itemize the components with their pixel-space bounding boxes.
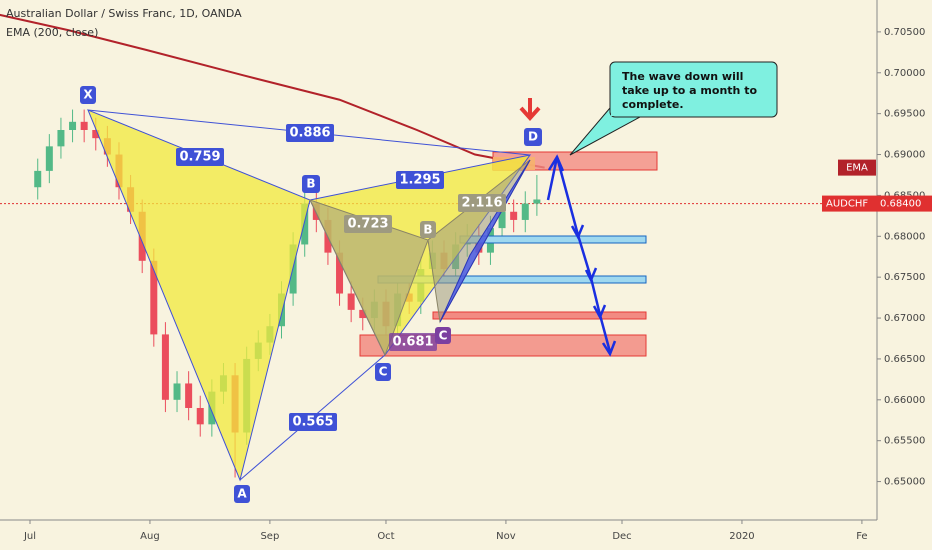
ratio-box (344, 215, 392, 233)
candle-body (533, 199, 541, 204)
ratio-box (389, 333, 437, 351)
ratio: 1.295 (399, 173, 440, 188)
point-box (375, 363, 391, 381)
ema-line (0, 13, 545, 169)
candle-body (57, 130, 65, 147)
price-axis (877, 0, 932, 550)
projection (546, 156, 612, 353)
point-box (524, 128, 542, 146)
candle-body (359, 309, 367, 319)
x-tick-label: Fe (856, 531, 867, 542)
point-labels: X A B C D B C (80, 86, 542, 503)
chart-title: Australian Dollar / Swiss Franc, 1D, OAN… (6, 7, 242, 20)
point-box (435, 327, 451, 344)
y-tick-label: 0.70000 (884, 68, 925, 79)
candle-body (173, 383, 181, 400)
y-tick-label: 0.69500 (884, 109, 925, 120)
candle-body (498, 211, 506, 229)
candle-body (80, 121, 88, 130)
indicator-label: EMA (200, close) (6, 26, 98, 39)
candle-body (347, 293, 355, 310)
candle-body (336, 252, 344, 294)
ratio-box (289, 413, 337, 431)
x-tick-label: Jul (23, 531, 36, 542)
y-tick-label: 0.67000 (884, 313, 925, 324)
point-label: A (237, 487, 247, 501)
x-tick-label: 2020 (729, 531, 754, 542)
y-tick-label: 0.65000 (884, 477, 925, 488)
ema-label: EMA (846, 163, 868, 174)
callout-text: The wave down will take up to a month to… (622, 70, 758, 111)
ratio: 0.723 (347, 217, 388, 232)
y-tick-label: 0.69000 (884, 150, 925, 161)
point-label: B (306, 177, 315, 191)
candle-body (34, 170, 42, 188)
target-zone (459, 235, 647, 244)
y-tick-label: 0.67500 (884, 272, 925, 283)
ratio: 2.116 (461, 196, 502, 211)
callout-box (609, 61, 778, 118)
y-tick-label: 0.68000 (884, 231, 925, 242)
point-label: C (439, 329, 448, 343)
price-label-box (822, 195, 932, 212)
ratio-box (396, 171, 444, 189)
y-tick-label: 0.70500 (884, 27, 925, 38)
ratio-labels: 0.759 0.886 1.295 0.565 0.681 0.723 2.11… (176, 124, 506, 431)
candle-body (150, 260, 158, 335)
candle-body (185, 383, 193, 408)
ratio: 0.681 (392, 335, 433, 350)
price-label: 0.68400 (880, 199, 921, 210)
candle-body (196, 407, 204, 425)
candle-body (510, 211, 518, 220)
price-symbol: AUDCHF (826, 199, 868, 210)
candle-body (45, 146, 53, 171)
projection-arrows (547, 154, 617, 357)
callout-cover (611, 100, 651, 116)
callout: The wave down will take up to a month to… (622, 70, 758, 111)
ratio-box (458, 194, 506, 212)
point-label: X (83, 88, 93, 102)
point-label: D (528, 130, 538, 144)
y-tick-label: 0.65500 (884, 436, 925, 447)
candle-body (92, 130, 100, 139)
point-box (80, 86, 96, 104)
point-label: B (423, 223, 432, 237)
point-box (302, 175, 320, 193)
x-tick-label: Nov (496, 531, 516, 542)
candle-body (521, 203, 529, 220)
x-tick-label: Sep (260, 531, 279, 542)
ratio: 0.759 (179, 150, 220, 165)
candle-body (69, 121, 77, 130)
x-tick-label: Oct (377, 531, 394, 542)
ratio-box (176, 148, 224, 166)
target-zone (432, 311, 647, 320)
ratio-box (286, 124, 334, 142)
ratio: 0.886 (289, 126, 330, 141)
point-label: C (379, 365, 388, 379)
y-tick-label: 0.66500 (884, 354, 925, 365)
ratio: 0.565 (292, 415, 333, 430)
down-arrow (519, 98, 541, 121)
y-tick-label: 0.66000 (884, 395, 925, 406)
point-box (234, 485, 250, 503)
candle-body (161, 334, 169, 400)
point-box (420, 221, 436, 238)
x-tick-label: Dec (612, 531, 631, 542)
candle-body (301, 203, 309, 245)
x-tick-label: Aug (140, 531, 160, 542)
ema-label-box (838, 159, 876, 176)
